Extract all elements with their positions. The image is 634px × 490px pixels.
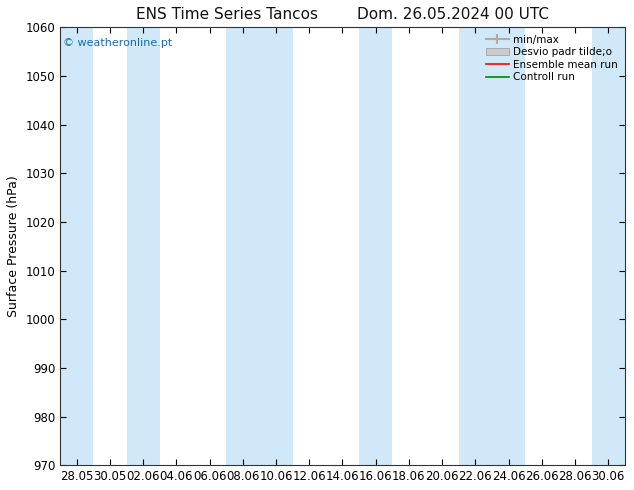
Bar [226,27,293,465]
Bar [60,27,93,465]
Bar [459,27,525,465]
Text: © weatheronline.pt: © weatheronline.pt [63,38,172,48]
Legend: min/max, Desvio padr tilde;o, Ensemble mean run, Controll run: min/max, Desvio padr tilde;o, Ensemble m… [484,32,619,84]
Bar [127,27,160,465]
Bar [359,27,392,465]
Y-axis label: Surface Pressure (hPa): Surface Pressure (hPa) [7,175,20,317]
Bar [592,27,625,465]
Title: ENS Time Series Tancos        Dom. 26.05.2024 00 UTC: ENS Time Series Tancos Dom. 26.05.2024 0… [136,7,549,22]
